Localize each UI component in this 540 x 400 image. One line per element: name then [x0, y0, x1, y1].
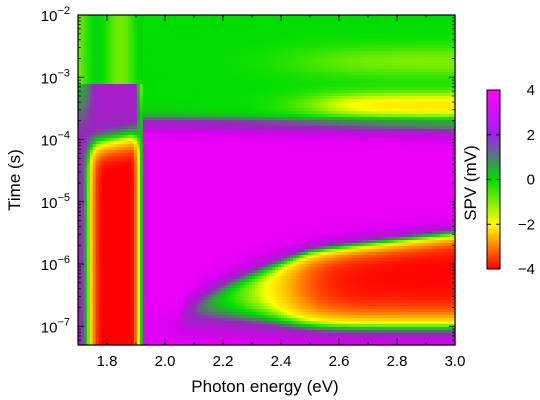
heatmap-plot [78, 15, 456, 346]
